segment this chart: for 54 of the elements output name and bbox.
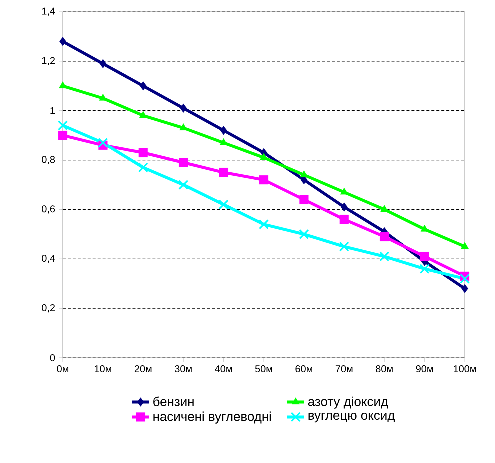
y-tick-label: 0 bbox=[50, 354, 56, 362]
x-tick-label: 70м bbox=[336, 366, 353, 373]
x-tick-label: 10м bbox=[95, 366, 112, 373]
legend-label: азоту діоксид bbox=[308, 396, 388, 409]
point bbox=[178, 180, 189, 190]
y-tick-label: 1,2 bbox=[42, 57, 55, 66]
point bbox=[461, 242, 469, 250]
y-tick-label: 0,6 bbox=[42, 206, 56, 214]
point bbox=[58, 131, 68, 140]
y-tick-label: 1 bbox=[50, 107, 56, 114]
y-tick-label: 0,2 bbox=[42, 304, 55, 313]
point bbox=[380, 232, 390, 242]
legend-label: бензин bbox=[154, 396, 194, 406]
point bbox=[138, 162, 148, 173]
point bbox=[139, 111, 148, 118]
x-tick-label: 100м bbox=[454, 366, 476, 373]
point bbox=[219, 168, 228, 178]
y-tick-label: 0,4 bbox=[42, 255, 56, 264]
point bbox=[340, 215, 349, 224]
x-tick-label: 90м bbox=[416, 366, 434, 373]
point bbox=[140, 82, 147, 91]
legend-label: насичені вуглеводні bbox=[154, 412, 272, 424]
point bbox=[138, 148, 148, 158]
point bbox=[380, 252, 390, 262]
point bbox=[339, 242, 350, 252]
x-tick-label: 30м bbox=[175, 366, 192, 373]
x-tick-label: 20м bbox=[134, 366, 152, 373]
y-tick-label: 1,4 bbox=[42, 8, 56, 16]
point bbox=[299, 229, 310, 240]
point bbox=[100, 59, 107, 68]
point bbox=[180, 104, 188, 113]
point bbox=[218, 200, 229, 210]
point bbox=[420, 264, 430, 274]
x-tick-label: 80м bbox=[376, 366, 393, 373]
legend-label: вуглецю оксид bbox=[308, 412, 395, 423]
point bbox=[460, 274, 470, 284]
point bbox=[462, 284, 468, 294]
point bbox=[179, 158, 188, 168]
x-tick-label: 0м bbox=[57, 366, 69, 373]
x-tick-label: 50м bbox=[255, 366, 272, 373]
point bbox=[60, 37, 66, 46]
point bbox=[340, 202, 348, 212]
point bbox=[258, 220, 270, 230]
point bbox=[59, 82, 67, 88]
point bbox=[300, 195, 309, 204]
x-tick-label: 60м bbox=[296, 366, 312, 373]
point bbox=[259, 176, 269, 185]
point bbox=[180, 124, 188, 130]
y-tick-label: 0,8 bbox=[42, 156, 56, 164]
point bbox=[58, 120, 68, 131]
point bbox=[220, 126, 228, 136]
x-tick-label: 40м bbox=[215, 366, 232, 373]
point bbox=[98, 138, 108, 148]
point bbox=[420, 252, 430, 262]
